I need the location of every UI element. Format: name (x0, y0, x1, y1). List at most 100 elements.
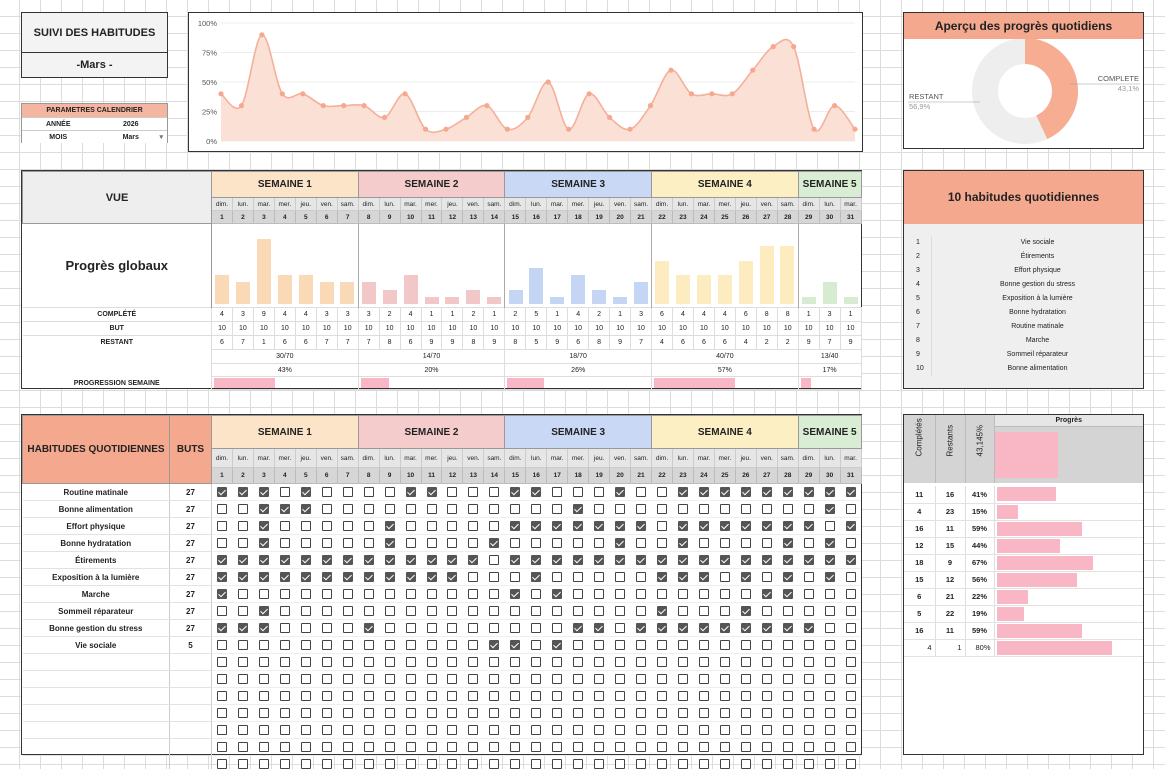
habit-checkbox[interactable] (510, 708, 521, 718)
habit-checkbox[interactable] (824, 555, 835, 565)
habit-checkbox[interactable] (384, 725, 395, 735)
habit-checkbox[interactable] (615, 708, 626, 718)
habit-checkbox[interactable] (782, 742, 793, 752)
habit-checkbox[interactable] (405, 708, 416, 718)
habit-checkbox[interactable] (656, 708, 667, 718)
habit-checkbox[interactable] (447, 657, 458, 667)
habit-checkbox[interactable] (740, 538, 751, 548)
habit-checkbox[interactable] (740, 606, 751, 616)
habit-checkbox[interactable] (510, 555, 521, 565)
habit-checkbox[interactable] (552, 589, 563, 599)
habit-checkbox[interactable] (594, 555, 605, 565)
habit-checkbox[interactable] (740, 657, 751, 667)
habit-checkbox[interactable] (489, 589, 500, 599)
habit-checkbox[interactable] (237, 589, 248, 599)
habit-checkbox[interactable] (573, 708, 584, 718)
habit-checkbox[interactable] (719, 589, 730, 599)
habit-checkbox[interactable] (845, 623, 856, 633)
habit-checkbox[interactable] (279, 759, 290, 769)
habit-checkbox[interactable] (237, 487, 248, 497)
habit-checkbox[interactable] (636, 759, 647, 769)
habit-checkbox[interactable] (740, 572, 751, 582)
habit-checkbox[interactable] (782, 589, 793, 599)
habit-checkbox[interactable] (740, 521, 751, 531)
habit-checkbox[interactable] (573, 725, 584, 735)
habit-checkbox[interactable] (217, 521, 228, 531)
habit-checkbox[interactable] (615, 674, 626, 684)
habit-checkbox[interactable] (656, 640, 667, 650)
habit-checkbox[interactable] (782, 725, 793, 735)
habit-checkbox[interactable] (636, 742, 647, 752)
habit-checkbox[interactable] (719, 657, 730, 667)
habit-checkbox[interactable] (656, 759, 667, 769)
habit-checkbox[interactable] (468, 674, 479, 684)
habit-checkbox[interactable] (300, 708, 311, 718)
habit-checkbox[interactable] (782, 487, 793, 497)
habit-checkbox[interactable] (636, 572, 647, 582)
habit-checkbox[interactable] (845, 589, 856, 599)
habit-checkbox[interactable] (258, 623, 269, 633)
habit-checkbox[interactable] (258, 657, 269, 667)
habit-checkbox[interactable] (405, 742, 416, 752)
empty-goal-cell[interactable] (169, 721, 212, 739)
habit-checkbox[interactable] (300, 606, 311, 616)
habit-checkbox[interactable] (573, 623, 584, 633)
habit-checkbox[interactable] (363, 572, 374, 582)
habit-checkbox[interactable] (217, 623, 228, 633)
habit-checkbox[interactable] (426, 640, 437, 650)
habit-checkbox[interactable] (740, 504, 751, 514)
habit-checkbox[interactable] (636, 640, 647, 650)
habit-checkbox[interactable] (698, 572, 709, 582)
habit-checkbox[interactable] (237, 555, 248, 565)
habit-checkbox[interactable] (342, 657, 353, 667)
habit-checkbox[interactable] (489, 521, 500, 531)
habit-checkbox[interactable] (615, 759, 626, 769)
habit-checkbox[interactable] (677, 555, 688, 565)
habit-checkbox[interactable] (573, 742, 584, 752)
habit-checkbox[interactable] (615, 691, 626, 701)
habit-checkbox[interactable] (552, 487, 563, 497)
habit-checkbox[interactable] (217, 657, 228, 667)
habit-checkbox[interactable] (279, 725, 290, 735)
habit-checkbox[interactable] (384, 521, 395, 531)
habit-checkbox[interactable] (300, 504, 311, 514)
habit-checkbox[interactable] (531, 538, 542, 548)
habit-checkbox[interactable] (719, 725, 730, 735)
habit-checkbox[interactable] (279, 742, 290, 752)
habit-checkbox[interactable] (300, 759, 311, 769)
habit-checkbox[interactable] (384, 691, 395, 701)
habit-checkbox[interactable] (300, 742, 311, 752)
habit-checkbox[interactable] (656, 538, 667, 548)
habit-checkbox[interactable] (845, 708, 856, 718)
habit-checkbox[interactable] (237, 657, 248, 667)
habit-checkbox[interactable] (468, 572, 479, 582)
habit-checkbox[interactable] (803, 691, 814, 701)
habit-checkbox[interactable] (803, 572, 814, 582)
habit-checkbox[interactable] (258, 759, 269, 769)
habit-checkbox[interactable] (656, 555, 667, 565)
habit-checkbox[interactable] (719, 674, 730, 684)
habit-checkbox[interactable] (258, 691, 269, 701)
habit-checkbox[interactable] (531, 555, 542, 565)
habit-checkbox[interactable] (321, 538, 332, 548)
habit-checkbox[interactable] (258, 521, 269, 531)
habit-checkbox[interactable] (636, 623, 647, 633)
habit-checkbox[interactable] (656, 606, 667, 616)
habit-checkbox[interactable] (594, 759, 605, 769)
habit-checkbox[interactable] (677, 657, 688, 667)
habit-checkbox[interactable] (636, 674, 647, 684)
habit-checkbox[interactable] (594, 708, 605, 718)
habit-checkbox[interactable] (656, 487, 667, 497)
habit-checkbox[interactable] (279, 555, 290, 565)
habit-checkbox[interactable] (426, 555, 437, 565)
habit-checkbox[interactable] (531, 606, 542, 616)
habit-checkbox[interactable] (321, 674, 332, 684)
habit-checkbox[interactable] (468, 555, 479, 565)
habit-checkbox[interactable] (782, 572, 793, 582)
habit-checkbox[interactable] (761, 623, 772, 633)
habit-checkbox[interactable] (803, 538, 814, 548)
habit-checkbox[interactable] (217, 674, 228, 684)
habit-checkbox[interactable] (258, 504, 269, 514)
habit-checkbox[interactable] (363, 708, 374, 718)
habit-checkbox[interactable] (468, 521, 479, 531)
